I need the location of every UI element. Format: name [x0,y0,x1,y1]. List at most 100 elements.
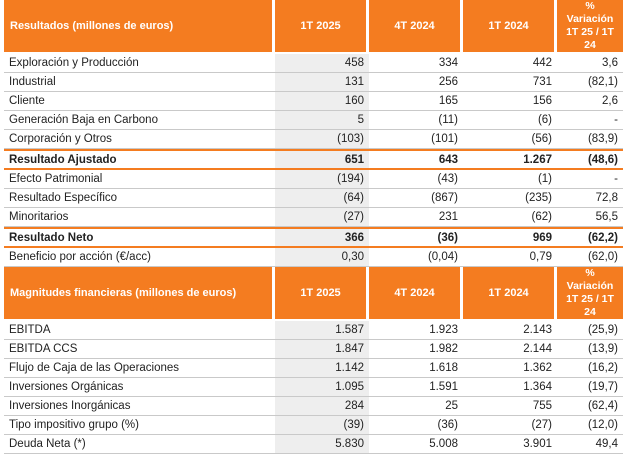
magnitudes-header-row: Magnitudes financieras (millones de euro… [4,267,623,319]
value-variation: 3,6 [557,54,623,73]
header-variation-line1: % Variación [566,0,614,25]
row-label: Cliente [4,92,275,111]
value-4t2024: (101) [369,130,463,149]
row-label: Inversiones Orgánicas [4,378,275,397]
row-label: Resultado Ajustado [4,149,275,170]
value-1t2024: 2.143 [463,321,557,340]
value-4t2024: 334 [369,54,463,73]
value-1t2025: 1.847 [275,340,369,359]
value-1t2025: (103) [275,130,369,149]
value-4t2024: (867) [369,189,463,208]
value-1t2024: 1.364 [463,378,557,397]
value-4t2024: 1.618 [369,359,463,378]
results-header-row: Resultados (millones de euros) 1T 2025 4… [4,0,623,52]
header-1t2025: 1T 2025 [275,267,369,319]
row-label: Minoritarios [4,208,275,227]
value-variation: (48,6) [557,149,623,170]
value-4t2024: 231 [369,208,463,227]
value-1t2024: 0,79 [463,248,557,267]
row-label: Beneficio por acción (€/acc) [4,248,275,267]
value-variation: - [557,170,623,189]
value-variation: (25,9) [557,321,623,340]
value-variation: 56,5 [557,208,623,227]
row-label: Exploración y Producción [4,54,275,73]
table-row: Minoritarios (27) 231 (62) 56,5 [4,208,623,227]
value-1t2024: 2.144 [463,340,557,359]
financial-results-page: Resultados (millones de euros) 1T 2025 4… [4,0,623,454]
value-1t2025: (39) [275,416,369,435]
value-4t2024: (0,04) [369,248,463,267]
row-label: Resultado Específico [4,189,275,208]
net-result-row: Resultado Neto 366 (36) 969 (62,2) [4,227,623,248]
value-1t2025: 0,30 [275,248,369,267]
value-1t2025: 366 [275,227,369,248]
table-row: Inversiones Orgánicas 1.095 1.591 1.364 … [4,378,623,397]
value-variation: (62,4) [557,397,623,416]
value-1t2025: (27) [275,208,369,227]
value-4t2024: 1.923 [369,321,463,340]
header-1t2025: 1T 2025 [275,0,369,52]
value-1t2024: 156 [463,92,557,111]
table-row: Tipo impositivo grupo (%) (39) (36) (27)… [4,416,623,435]
eps-row: Beneficio por acción (€/acc) 0,30 (0,04)… [4,248,623,267]
table-row: Deuda Neta (*) 5.830 5.008 3.901 49,4 [4,435,623,454]
value-1t2024: 969 [463,227,557,248]
header-1t2024: 1T 2024 [463,0,557,52]
value-4t2024: 25 [369,397,463,416]
value-4t2024: 256 [369,73,463,92]
header-variation: % Variación 1T 25 / 1T 24 [557,0,623,52]
table-row: EBITDA 1.587 1.923 2.143 (25,9) [4,321,623,340]
table-row: Industrial 131 256 731 (82,1) [4,73,623,92]
adjusted-result-row: Resultado Ajustado 651 643 1.267 (48,6) [4,149,623,170]
value-1t2025: 1.095 [275,378,369,397]
value-variation: (83,9) [557,130,623,149]
value-4t2024: 165 [369,92,463,111]
value-variation: (16,2) [557,359,623,378]
value-4t2024: (11) [369,111,463,130]
financial-magnitudes-body: Magnitudes financieras (millones de euro… [4,267,623,454]
magnitudes-header-label: Magnitudes financieras (millones de euro… [4,267,275,319]
value-1t2024: (62) [463,208,557,227]
row-label: Deuda Neta (*) [4,435,275,454]
value-variation: (62,2) [557,227,623,248]
header-4t2024: 4T 2024 [369,267,463,319]
value-4t2024: (43) [369,170,463,189]
table-row: Generación Baja en Carbono 5 (11) (6) - [4,111,623,130]
row-label: Flujo de Caja de las Operaciones [4,359,275,378]
value-1t2024: 755 [463,397,557,416]
table-row: EBITDA CCS 1.847 1.982 2.144 (13,9) [4,340,623,359]
results-table: Resultados (millones de euros) 1T 2025 4… [4,0,623,454]
table-row: Flujo de Caja de las Operaciones 1.142 1… [4,359,623,378]
value-variation: (12,0) [557,416,623,435]
header-variation-line2: 1T 25 / 1T 24 [566,26,614,51]
header-4t2024: 4T 2024 [369,0,463,52]
value-variation: 2,6 [557,92,623,111]
table-row: Exploración y Producción 458 334 442 3,6 [4,54,623,73]
value-4t2024: 643 [369,149,463,170]
value-1t2024: (1) [463,170,557,189]
row-label: Generación Baja en Carbono [4,111,275,130]
value-4t2024: 1.591 [369,378,463,397]
value-1t2024: 1.362 [463,359,557,378]
table-row: Cliente 160 165 156 2,6 [4,92,623,111]
header-variation-line1: % Variación [566,267,614,292]
value-1t2025: 458 [275,54,369,73]
value-variation: 49,4 [557,435,623,454]
value-1t2025: (64) [275,189,369,208]
table-row: Resultado Específico (64) (867) (235) 72… [4,189,623,208]
value-1t2025: 651 [275,149,369,170]
value-4t2024: 1.982 [369,340,463,359]
value-4t2024: 5.008 [369,435,463,454]
value-1t2024: (235) [463,189,557,208]
row-label: Inversiones Inorgánicas [4,397,275,416]
value-4t2024: (36) [369,416,463,435]
value-1t2025: 1.587 [275,321,369,340]
row-label: Tipo impositivo grupo (%) [4,416,275,435]
value-1t2024: 3.901 [463,435,557,454]
value-variation: (19,7) [557,378,623,397]
header-variation: % Variación 1T 25 / 1T 24 [557,267,623,319]
row-label: Corporación y Otros [4,130,275,149]
value-4t2024: (36) [369,227,463,248]
value-1t2025: 284 [275,397,369,416]
table-row: Efecto Patrimonial (194) (43) (1) - [4,170,623,189]
